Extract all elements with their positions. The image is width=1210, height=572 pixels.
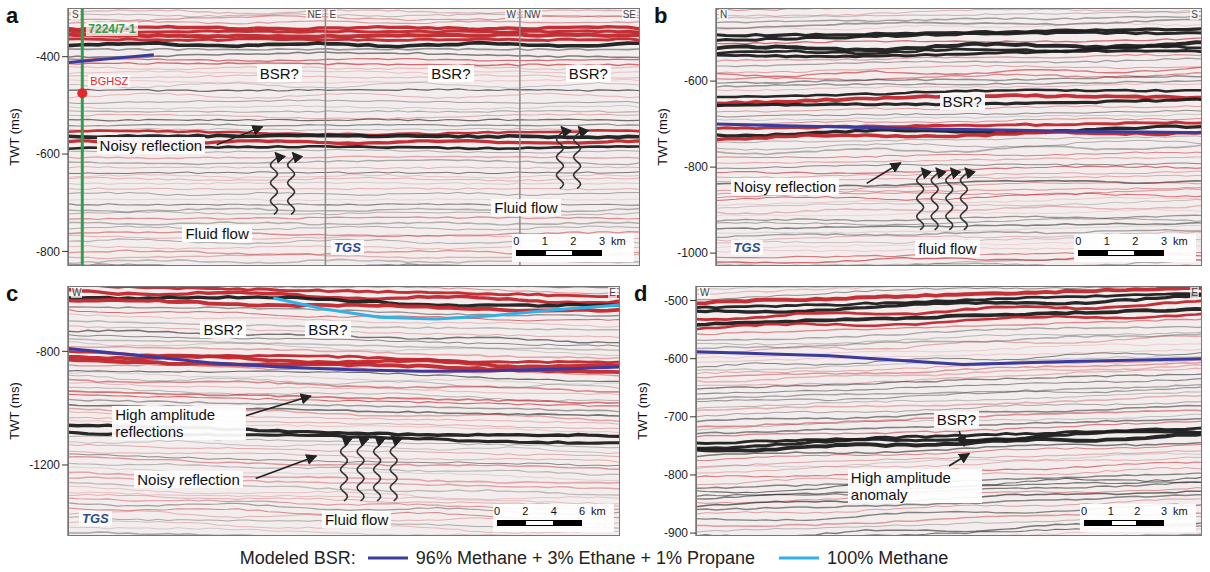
svg-text:-500: -500 bbox=[664, 294, 688, 308]
html-text:2: 2 bbox=[522, 505, 529, 517]
html-text:BSR?: BSR? bbox=[259, 64, 299, 82]
svg-text:-800: -800 bbox=[684, 160, 708, 174]
html-text:4: 4 bbox=[550, 505, 557, 517]
html-text:BSR?: BSR? bbox=[203, 321, 243, 338]
html-text:0: 0 bbox=[1075, 235, 1082, 247]
html-text:TWT (ms): TWT (ms) bbox=[654, 108, 670, 166]
html-text:3: 3 bbox=[1160, 235, 1168, 247]
svg-text:-1200: -1200 bbox=[29, 458, 60, 472]
html-text:0: 0 bbox=[1081, 505, 1088, 517]
svg-text:-800: -800 bbox=[664, 468, 688, 482]
html-text:3: 3 bbox=[1160, 505, 1168, 517]
html-text:c: c bbox=[6, 281, 19, 306]
html-text:NW: NW bbox=[523, 9, 541, 20]
html-text:3: 3 bbox=[598, 235, 606, 247]
svg-text:-400: -400 bbox=[36, 50, 60, 64]
html-text:b: b bbox=[654, 3, 668, 28]
html-text:BGHSZ: BGHSZ bbox=[90, 75, 129, 88]
html-text:BSR?: BSR? bbox=[936, 411, 976, 428]
html-text:d: d bbox=[634, 281, 648, 306]
svg-text:-1000: -1000 bbox=[677, 246, 708, 260]
html-text:E: E bbox=[1191, 287, 1198, 298]
svg-text:-800: -800 bbox=[36, 345, 60, 359]
html-text:W: W bbox=[506, 9, 516, 20]
html-text:S: S bbox=[72, 9, 79, 20]
html-text:High amplitude reflections: High amplitude reflections bbox=[115, 406, 216, 440]
html-text:km: km bbox=[1173, 505, 1188, 517]
html-text:96% Methane + 3% Ethane + 1% P: 96% Methane + 3% Ethane + 1% Propane bbox=[415, 547, 756, 568]
svg-text:-900: -900 bbox=[664, 526, 688, 540]
html-text:0: 0 bbox=[513, 235, 520, 247]
html-text:km: km bbox=[591, 505, 606, 517]
html-text:km: km bbox=[1173, 235, 1188, 247]
html-text:7224/7-1: 7224/7-1 bbox=[88, 22, 136, 36]
html-text:2: 2 bbox=[1132, 235, 1139, 247]
html-text:W: W bbox=[72, 287, 82, 298]
html-text:High amplitude anomaly: High amplitude anomaly bbox=[850, 468, 951, 503]
html-text:E: E bbox=[609, 287, 616, 298]
html-text:TWT (ms): TWT (ms) bbox=[6, 108, 22, 166]
html-text:Modeled BSR:: Modeled BSR: bbox=[239, 547, 356, 568]
html-text:TGS: TGS bbox=[733, 240, 761, 256]
html-text:BSR?: BSR? bbox=[942, 93, 982, 111]
html-text:W: W bbox=[700, 287, 710, 298]
svg-text:-600: -600 bbox=[684, 74, 708, 88]
html-text:fluid flow: fluid flow bbox=[918, 240, 977, 258]
html-text:Noisy reflection: Noisy reflection bbox=[733, 178, 837, 196]
html-text:Noisy reflection: Noisy reflection bbox=[137, 471, 240, 488]
html-text:Fluid flow: Fluid flow bbox=[324, 511, 389, 528]
html-text:SE: SE bbox=[622, 9, 636, 20]
svg-text:-800: -800 bbox=[36, 245, 60, 259]
html-text:Fluid flow: Fluid flow bbox=[185, 224, 249, 242]
svg-text:-700: -700 bbox=[664, 410, 688, 424]
html-text:Fluid flow: Fluid flow bbox=[494, 198, 558, 216]
html-text:TGS: TGS bbox=[334, 240, 361, 256]
html-text:TGS: TGS bbox=[82, 511, 109, 526]
html-text:km: km bbox=[611, 235, 626, 247]
html-text:E: E bbox=[329, 9, 337, 20]
html-text:S: S bbox=[1191, 9, 1198, 20]
svg-text:-600: -600 bbox=[36, 147, 60, 161]
html-text:2: 2 bbox=[570, 235, 577, 247]
html-text:6: 6 bbox=[578, 505, 586, 517]
svg-text:-600: -600 bbox=[664, 352, 688, 366]
html-text:BSR?: BSR? bbox=[568, 64, 608, 82]
html-text:TWT (ms): TWT (ms) bbox=[6, 382, 22, 440]
html-text:a: a bbox=[6, 3, 19, 28]
html-text:TWT (ms): TWT (ms) bbox=[634, 382, 650, 440]
html-text:100% Methane: 100% Methane bbox=[827, 547, 949, 568]
html-text:BSR?: BSR? bbox=[308, 321, 348, 338]
html-text:BSR?: BSR? bbox=[431, 64, 471, 82]
html-text:0: 0 bbox=[494, 505, 501, 517]
html-text:N: N bbox=[720, 9, 728, 20]
html-text:1: 1 bbox=[541, 235, 548, 247]
html-text:Noisy reflection: Noisy reflection bbox=[99, 137, 203, 154]
html-text:2: 2 bbox=[1134, 505, 1141, 517]
html-text:1: 1 bbox=[1103, 235, 1110, 247]
html-text:1: 1 bbox=[1107, 505, 1114, 517]
html-text:NE: NE bbox=[307, 9, 322, 20]
